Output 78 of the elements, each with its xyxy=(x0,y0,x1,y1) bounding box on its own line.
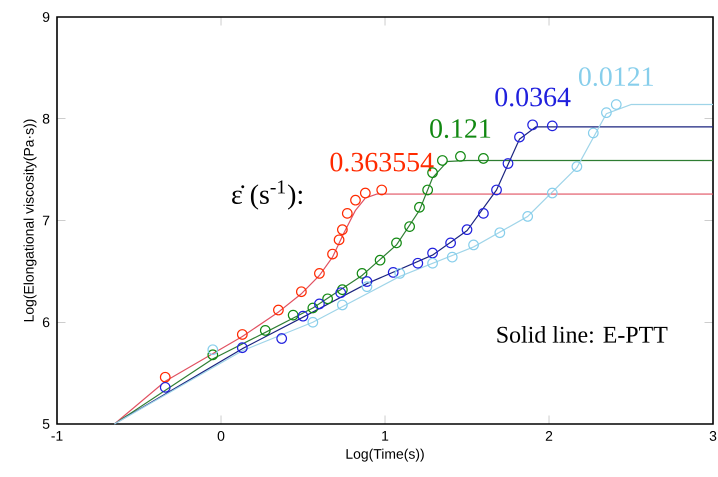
point xyxy=(455,151,466,162)
point xyxy=(334,234,344,246)
point xyxy=(307,302,318,314)
point xyxy=(610,99,622,110)
point xyxy=(491,184,502,196)
point xyxy=(314,298,325,310)
point xyxy=(360,188,371,198)
point xyxy=(422,184,434,196)
point xyxy=(322,293,333,304)
point xyxy=(288,310,299,321)
point xyxy=(236,329,248,340)
point xyxy=(394,268,406,279)
point xyxy=(572,161,582,172)
point xyxy=(478,153,489,164)
point xyxy=(207,344,218,356)
x-tick-label: 1 xyxy=(382,431,388,441)
point xyxy=(356,268,368,279)
point xyxy=(327,248,338,260)
point xyxy=(546,188,558,198)
point xyxy=(314,268,325,279)
x-tick-label: 2 xyxy=(546,431,552,441)
point xyxy=(412,258,424,269)
point xyxy=(273,304,284,316)
series-label: 0.121 xyxy=(430,119,490,138)
point xyxy=(350,194,361,206)
point xyxy=(588,128,599,138)
series-label: 0.0364 xyxy=(495,88,571,107)
point xyxy=(342,208,353,219)
x-tick-label: 0 xyxy=(218,431,224,441)
annotation: Solid line: E-PTT xyxy=(497,326,668,343)
point xyxy=(414,202,425,213)
point xyxy=(276,333,288,344)
x-tick-label: -1 xyxy=(51,431,63,441)
point xyxy=(388,267,399,278)
point xyxy=(468,240,479,250)
x-tick-label: 3 xyxy=(710,431,716,441)
y-tick-label: 5 xyxy=(42,419,50,429)
point xyxy=(336,300,348,310)
point xyxy=(207,349,218,360)
point xyxy=(502,158,514,169)
point xyxy=(298,310,308,322)
point xyxy=(478,208,489,219)
point xyxy=(446,252,458,263)
point xyxy=(374,254,386,266)
point xyxy=(335,287,346,298)
y-tick-label: 6 xyxy=(42,317,50,328)
point xyxy=(336,284,348,296)
y-axis-title: Log(Elongational viscosity(Pa·s)) xyxy=(24,119,37,322)
point xyxy=(296,286,307,298)
point xyxy=(462,224,472,236)
point xyxy=(307,316,318,328)
point xyxy=(362,276,372,287)
point xyxy=(160,382,171,393)
series-label: 0.0121 xyxy=(578,67,653,86)
point xyxy=(494,227,506,238)
point xyxy=(260,325,271,336)
point xyxy=(391,238,402,248)
legend-title: ε̇ (s$^{-1}$): xyxy=(232,180,302,210)
y-tick-label: 9 xyxy=(42,12,50,22)
y-tick-label: 7 xyxy=(42,216,50,226)
point xyxy=(522,211,534,222)
point xyxy=(445,238,456,248)
y-tick-label: 8 xyxy=(42,114,50,124)
point xyxy=(362,281,372,292)
point xyxy=(236,342,248,354)
point xyxy=(514,132,525,142)
point xyxy=(427,248,438,258)
point xyxy=(437,155,448,166)
point xyxy=(527,119,538,130)
point xyxy=(160,372,171,383)
point xyxy=(546,120,558,132)
point xyxy=(601,107,612,118)
point xyxy=(427,258,438,269)
point xyxy=(376,184,388,196)
point xyxy=(336,224,348,236)
series-label: 0.363554 xyxy=(330,152,434,172)
x-axis-title: Log(Time(s)) xyxy=(346,448,424,462)
point xyxy=(404,221,415,232)
